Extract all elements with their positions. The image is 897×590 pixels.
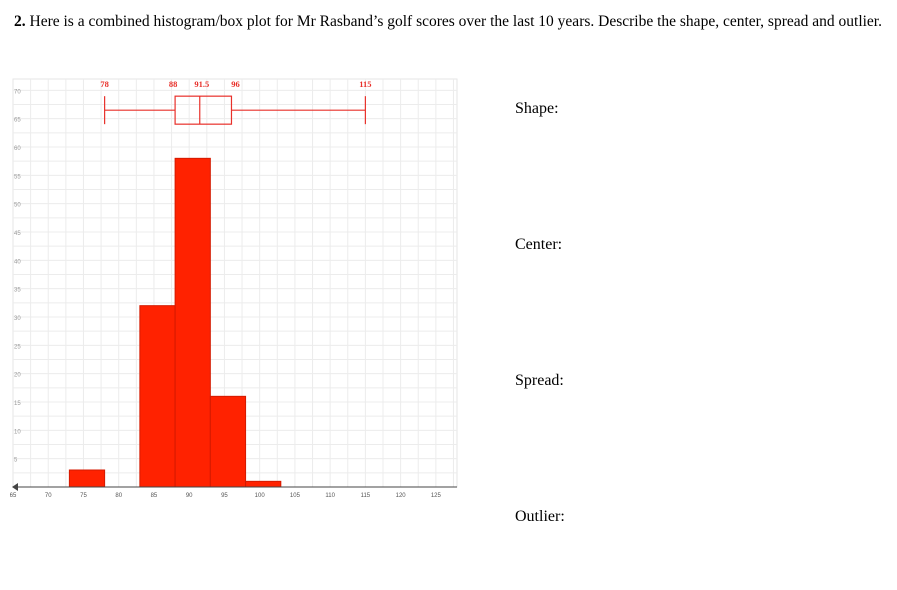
boxplot-value-label: 78 (100, 79, 109, 89)
center-label: Center: (515, 236, 563, 253)
y-tick-label: 70 (14, 89, 21, 95)
chart-svg: 5 10 15 20 25 30 35 40 45 50 55 60 65 70 65 70 75 80 85 90 9… (10, 78, 458, 499)
x-tick-label: 80 (115, 493, 122, 499)
histogram-bar (139, 305, 176, 488)
x-tick-label: 75 (80, 493, 87, 499)
y-tick-label: 50 (14, 203, 21, 209)
histogram-bar (174, 157, 211, 488)
spread-label: Spread: (515, 372, 564, 389)
y-tick-label: 20 (14, 373, 21, 379)
x-axis-arrow (12, 483, 18, 491)
x-tick-label: 115 (361, 493, 371, 499)
y-tick-label: 55 (14, 174, 21, 180)
boxplot-value-label: 91.5 (194, 79, 209, 89)
boxplot-box (174, 95, 233, 125)
x-tick-label: 120 (396, 493, 407, 499)
boxplot-value-label: 88 (169, 79, 178, 89)
x-tick-label: 90 (186, 493, 193, 499)
outlier-label: Outlier: (515, 508, 565, 525)
histogram-bar (68, 469, 106, 488)
x-tick-label: 65 (10, 493, 17, 499)
y-tick-label: 45 (14, 231, 21, 237)
shape-label: Shape: (515, 100, 559, 117)
x-tick-label: 85 (151, 493, 158, 499)
histogram-bar (209, 395, 247, 488)
question-number: 2. (14, 13, 26, 30)
y-tick-label: 30 (14, 316, 21, 322)
y-tick-label: 65 (14, 118, 21, 124)
boxplot-value-label: 115 (359, 79, 371, 89)
y-tick-label: 40 (14, 259, 21, 265)
x-tick-label: 110 (325, 493, 335, 499)
y-tick-label: 10 (14, 429, 21, 435)
y-tick-label: 5 (14, 458, 18, 464)
histogram-bar (245, 480, 282, 488)
question-body: Here is a combined histogram/box plot fo… (29, 13, 883, 30)
x-tick-label: 70 (45, 493, 52, 499)
boxplot-value-label: 96 (231, 79, 240, 89)
y-tick-label: 25 (14, 344, 21, 350)
x-tick-label: 125 (431, 493, 442, 499)
y-tick-label: 35 (14, 288, 21, 294)
question-text: 2. Here is a combined histogram/box plot… (14, 12, 889, 31)
x-tick-label: 105 (290, 493, 301, 499)
y-tick-label: 60 (14, 146, 21, 152)
x-tick-label: 100 (255, 493, 266, 499)
histogram-boxplot-chart: 5 10 15 20 25 30 35 40 45 50 55 60 65 70 65 70 75 80 85 90 9… (10, 76, 460, 506)
y-tick-label: 15 (14, 401, 21, 407)
x-tick-label: 95 (221, 493, 228, 499)
